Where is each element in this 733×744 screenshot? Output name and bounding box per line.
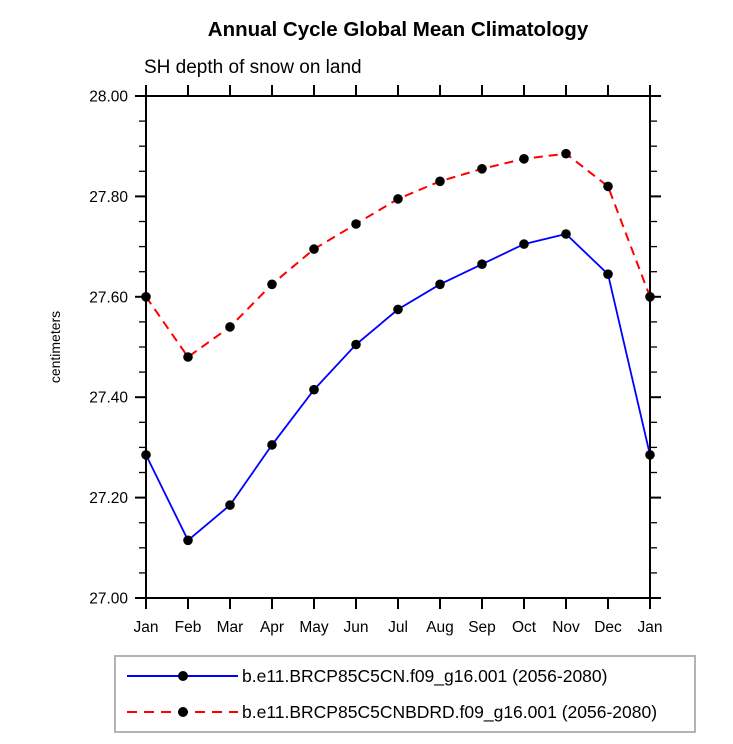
data-point <box>477 259 487 270</box>
data-point <box>603 269 613 280</box>
legend-line-sample-dashed <box>127 707 238 717</box>
data-point <box>645 292 655 302</box>
y-tick-label: 27.20 <box>89 490 128 507</box>
data-point <box>603 181 613 192</box>
y-tick-label: 27.80 <box>89 189 128 206</box>
data-point <box>309 244 319 254</box>
x-tick-label: Aug <box>426 619 454 636</box>
data-point <box>519 154 529 164</box>
x-tick-label: Oct <box>512 619 537 636</box>
x-tick-label: Jul <box>388 619 408 636</box>
legend-label: b.e11.BRCP85C5CNBDRD.f09_g16.001 (2056-2… <box>242 701 658 722</box>
legend-marker-icon <box>178 707 188 717</box>
y-tick-label: 27.40 <box>89 390 128 407</box>
data-point <box>225 500 235 510</box>
data-point <box>267 279 277 290</box>
legend: b.e11.BRCP85C5CN.f09_g16.001 (2056-2080)… <box>114 655 696 733</box>
chart-title: Annual Cycle Global Mean Climatology <box>207 18 589 41</box>
legend-label: b.e11.BRCP85C5CN.f09_g16.001 (2056-2080) <box>242 665 608 686</box>
data-point <box>477 164 487 174</box>
x-tick-label: Jun <box>344 619 369 636</box>
x-tick-label: Feb <box>175 619 202 636</box>
x-tick-label: Sep <box>468 619 496 636</box>
series-line-1 <box>145 152 651 359</box>
data-point <box>141 450 151 460</box>
data-point <box>645 450 655 460</box>
data-point <box>393 304 403 315</box>
legend-line-sample-solid <box>127 671 238 681</box>
y-tick-label: 28.00 <box>89 89 128 106</box>
data-point <box>183 352 193 362</box>
data-point <box>309 384 319 395</box>
data-point <box>351 219 361 229</box>
x-tick-label: Nov <box>552 619 580 636</box>
x-tick-label: Apr <box>260 619 284 636</box>
y-tick-label: 27.60 <box>89 289 128 306</box>
legend-marker-icon <box>178 671 188 681</box>
x-tick-label: Jan <box>638 619 663 636</box>
data-point <box>351 339 361 350</box>
data-point <box>519 239 529 249</box>
data-point <box>141 292 151 302</box>
data-point <box>435 176 445 187</box>
data-point <box>561 148 571 159</box>
chart-subtitle: SH depth of snow on land <box>144 57 362 78</box>
data-point <box>561 229 571 239</box>
x-tick-label: Jan <box>134 619 159 636</box>
axis-frame <box>145 95 651 599</box>
data-point <box>225 322 235 332</box>
x-tick-label: Mar <box>217 619 244 636</box>
data-point <box>267 440 277 450</box>
series-line-0 <box>145 233 651 542</box>
legend-item-1: b.e11.BRCP85C5CNBDRD.f09_g16.001 (2056-2… <box>116 694 694 730</box>
legend-item-0: b.e11.BRCP85C5CN.f09_g16.001 (2056-2080) <box>116 658 694 694</box>
data-point <box>393 194 403 204</box>
x-tick-label: Dec <box>594 619 622 636</box>
data-point <box>183 535 193 546</box>
data-point <box>435 279 445 290</box>
y-tick-label: 27.00 <box>89 591 128 608</box>
x-tick-label: May <box>299 619 329 636</box>
